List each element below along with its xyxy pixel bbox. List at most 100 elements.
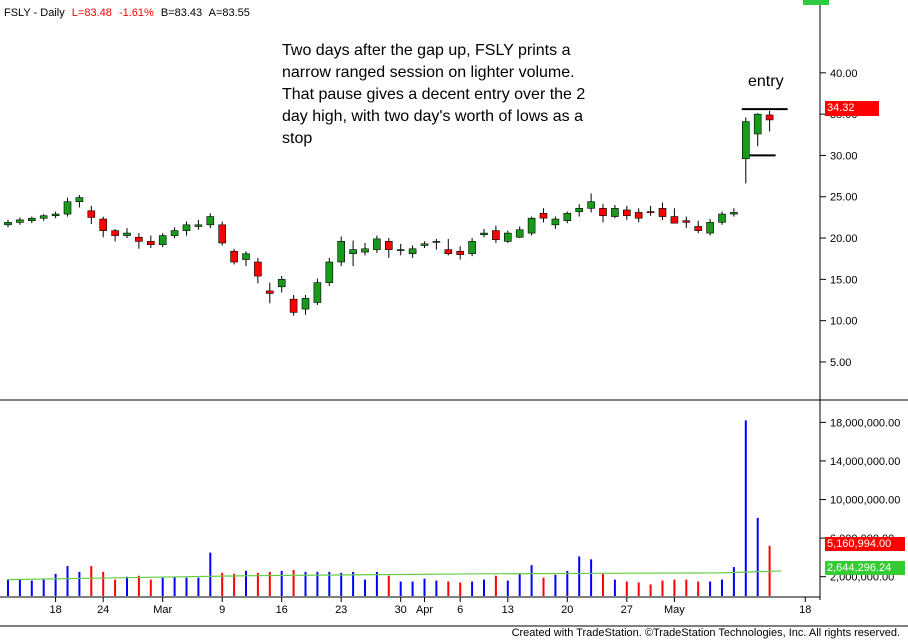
candle-body [599, 208, 607, 217]
candle-body [182, 224, 191, 231]
candle-body [218, 224, 226, 244]
time-tick-label: 27 [621, 604, 633, 616]
candle-body [4, 222, 12, 226]
candle [611, 205, 619, 219]
price-tick-label: 15.00 [830, 274, 858, 286]
time-tick-label: 6 [457, 604, 463, 616]
candle [147, 235, 155, 248]
candle-body [111, 230, 119, 236]
candle-body [289, 298, 298, 313]
volume-average-marker: 2,644,296.24 [825, 561, 905, 575]
candle-body [587, 201, 595, 209]
top-indicator-tab[interactable] [803, 0, 829, 5]
candle-body [492, 230, 500, 240]
candle-body [670, 216, 679, 224]
candle-body [51, 213, 60, 217]
candle [349, 240, 357, 267]
candle-body [456, 250, 465, 255]
candle-body [444, 249, 453, 255]
time-tick-label: 18 [799, 604, 811, 616]
candle-body [27, 217, 36, 221]
candle-body [147, 241, 155, 245]
candle-body [123, 232, 131, 236]
candle-body [206, 216, 215, 226]
candle [111, 228, 119, 242]
candle [39, 214, 48, 221]
candle [718, 211, 726, 225]
candle [218, 221, 226, 246]
candle-body [682, 220, 691, 223]
candle-body [575, 208, 584, 212]
candle [265, 282, 274, 304]
price-tick-label: 40.00 [830, 68, 858, 80]
candle-body [39, 215, 48, 219]
candle [730, 208, 738, 217]
footer-credit: Created with TradeStation. ©TradeStation… [511, 627, 900, 639]
candle-body [242, 253, 250, 260]
candle [123, 228, 131, 239]
time-tick-label: 30 [395, 604, 407, 616]
volume-marker: 5,160,994.00 [825, 537, 905, 551]
candle-body [384, 241, 393, 250]
candle-body [135, 236, 143, 242]
candle [254, 257, 262, 284]
time-tick-label: 24 [97, 604, 109, 616]
candle [289, 295, 298, 316]
time-tick-label: 23 [335, 604, 347, 616]
candle-body [515, 229, 524, 238]
volume-average-line [7, 570, 782, 581]
candle [170, 227, 179, 239]
candle-body [158, 235, 167, 245]
candle [599, 204, 607, 223]
candle [230, 248, 238, 265]
candle-body [75, 197, 84, 202]
candle [373, 235, 381, 253]
time-tick-label: 9 [219, 604, 225, 616]
candle-body [527, 217, 536, 234]
annotation-text: Two days after the gap up, FSLY prints a… [282, 42, 586, 147]
candle [622, 205, 631, 220]
candle-body [277, 279, 286, 288]
price-tick-label: 10.00 [830, 316, 858, 328]
candle [87, 205, 96, 224]
candle-body [765, 114, 774, 121]
candle [408, 245, 417, 258]
candle [456, 246, 465, 260]
candle-body [432, 241, 441, 243]
candle [4, 219, 12, 228]
time-tick-label: 13 [502, 604, 514, 616]
candle-body [468, 241, 476, 255]
candle [765, 110, 774, 132]
entry-label: entry [748, 73, 784, 90]
price-tick-label: 5.00 [830, 357, 851, 369]
candle-body [539, 212, 548, 219]
time-tick-label: 20 [561, 604, 573, 616]
candle-body [480, 232, 488, 236]
candle-body [718, 213, 726, 223]
candle-body [265, 290, 274, 294]
candle [706, 219, 714, 236]
candle [16, 217, 24, 225]
candle-body [63, 201, 72, 215]
candle [301, 295, 310, 315]
price-tick-label: 25.00 [830, 192, 858, 204]
bid-price: B=83.43 [160, 7, 203, 19]
candle [575, 204, 584, 217]
candle-body [622, 209, 631, 217]
candle-body [396, 249, 405, 251]
candle [313, 278, 322, 305]
candle [741, 117, 750, 184]
candle-body [313, 282, 322, 303]
candle [51, 211, 60, 219]
candle [694, 220, 703, 234]
price-tick-label: 20.00 [830, 233, 858, 245]
time-tick-label: Apr [416, 604, 433, 616]
candle-body [753, 113, 762, 135]
candle [444, 238, 453, 256]
candle-body [230, 250, 238, 263]
candle [242, 251, 250, 267]
candle [551, 216, 560, 229]
candle-body [301, 298, 310, 310]
candle-body [194, 224, 203, 227]
